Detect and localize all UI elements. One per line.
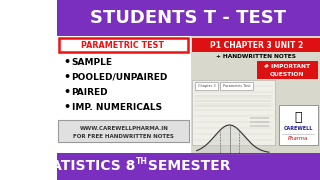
FancyBboxPatch shape — [57, 0, 320, 36]
Text: SEMESTER: SEMESTER — [143, 159, 231, 173]
Text: •: • — [63, 87, 70, 97]
Text: BIOSTATISTICS 8: BIOSTATISTICS 8 — [4, 159, 135, 173]
FancyBboxPatch shape — [193, 80, 275, 145]
FancyBboxPatch shape — [279, 105, 317, 145]
Text: CAREWELL: CAREWELL — [284, 127, 313, 132]
FancyBboxPatch shape — [57, 36, 191, 153]
FancyBboxPatch shape — [193, 38, 320, 52]
Text: 🎓: 🎓 — [294, 111, 302, 123]
Text: # IMPORTANT
QUESTION: # IMPORTANT QUESTION — [264, 64, 310, 76]
Text: P1 CHAPTER 3 UNIT 2: P1 CHAPTER 3 UNIT 2 — [210, 40, 303, 50]
FancyBboxPatch shape — [195, 82, 218, 90]
FancyBboxPatch shape — [220, 82, 253, 90]
FancyBboxPatch shape — [59, 38, 188, 52]
FancyBboxPatch shape — [57, 36, 320, 153]
FancyBboxPatch shape — [57, 153, 320, 180]
FancyBboxPatch shape — [58, 120, 189, 142]
Text: •: • — [63, 72, 70, 82]
Text: •: • — [63, 102, 70, 112]
Text: PARAMETRIC TEST: PARAMETRIC TEST — [81, 40, 164, 50]
Text: Pharma: Pharma — [288, 136, 308, 141]
Text: + HANDWRITTEN NOTES: + HANDWRITTEN NOTES — [216, 53, 296, 59]
Text: STUDENTS T - TEST: STUDENTS T - TEST — [90, 9, 286, 27]
Text: PAIRED: PAIRED — [72, 87, 108, 96]
Text: SAMPLE: SAMPLE — [72, 57, 113, 66]
Text: Parametric Test: Parametric Test — [223, 84, 251, 88]
FancyBboxPatch shape — [257, 61, 317, 79]
Text: IMP. NUMERICALS: IMP. NUMERICALS — [72, 102, 162, 111]
Text: POOLED/UNPAIRED: POOLED/UNPAIRED — [72, 73, 168, 82]
Text: •: • — [63, 57, 70, 67]
Text: WWW.CAREWELLPHARMA.IN: WWW.CAREWELLPHARMA.IN — [79, 125, 168, 130]
Text: Chapter 3: Chapter 3 — [198, 84, 215, 88]
Text: FOR FREE HANDWRITTEN NOTES: FOR FREE HANDWRITTEN NOTES — [73, 134, 174, 138]
Text: TH: TH — [136, 158, 148, 166]
